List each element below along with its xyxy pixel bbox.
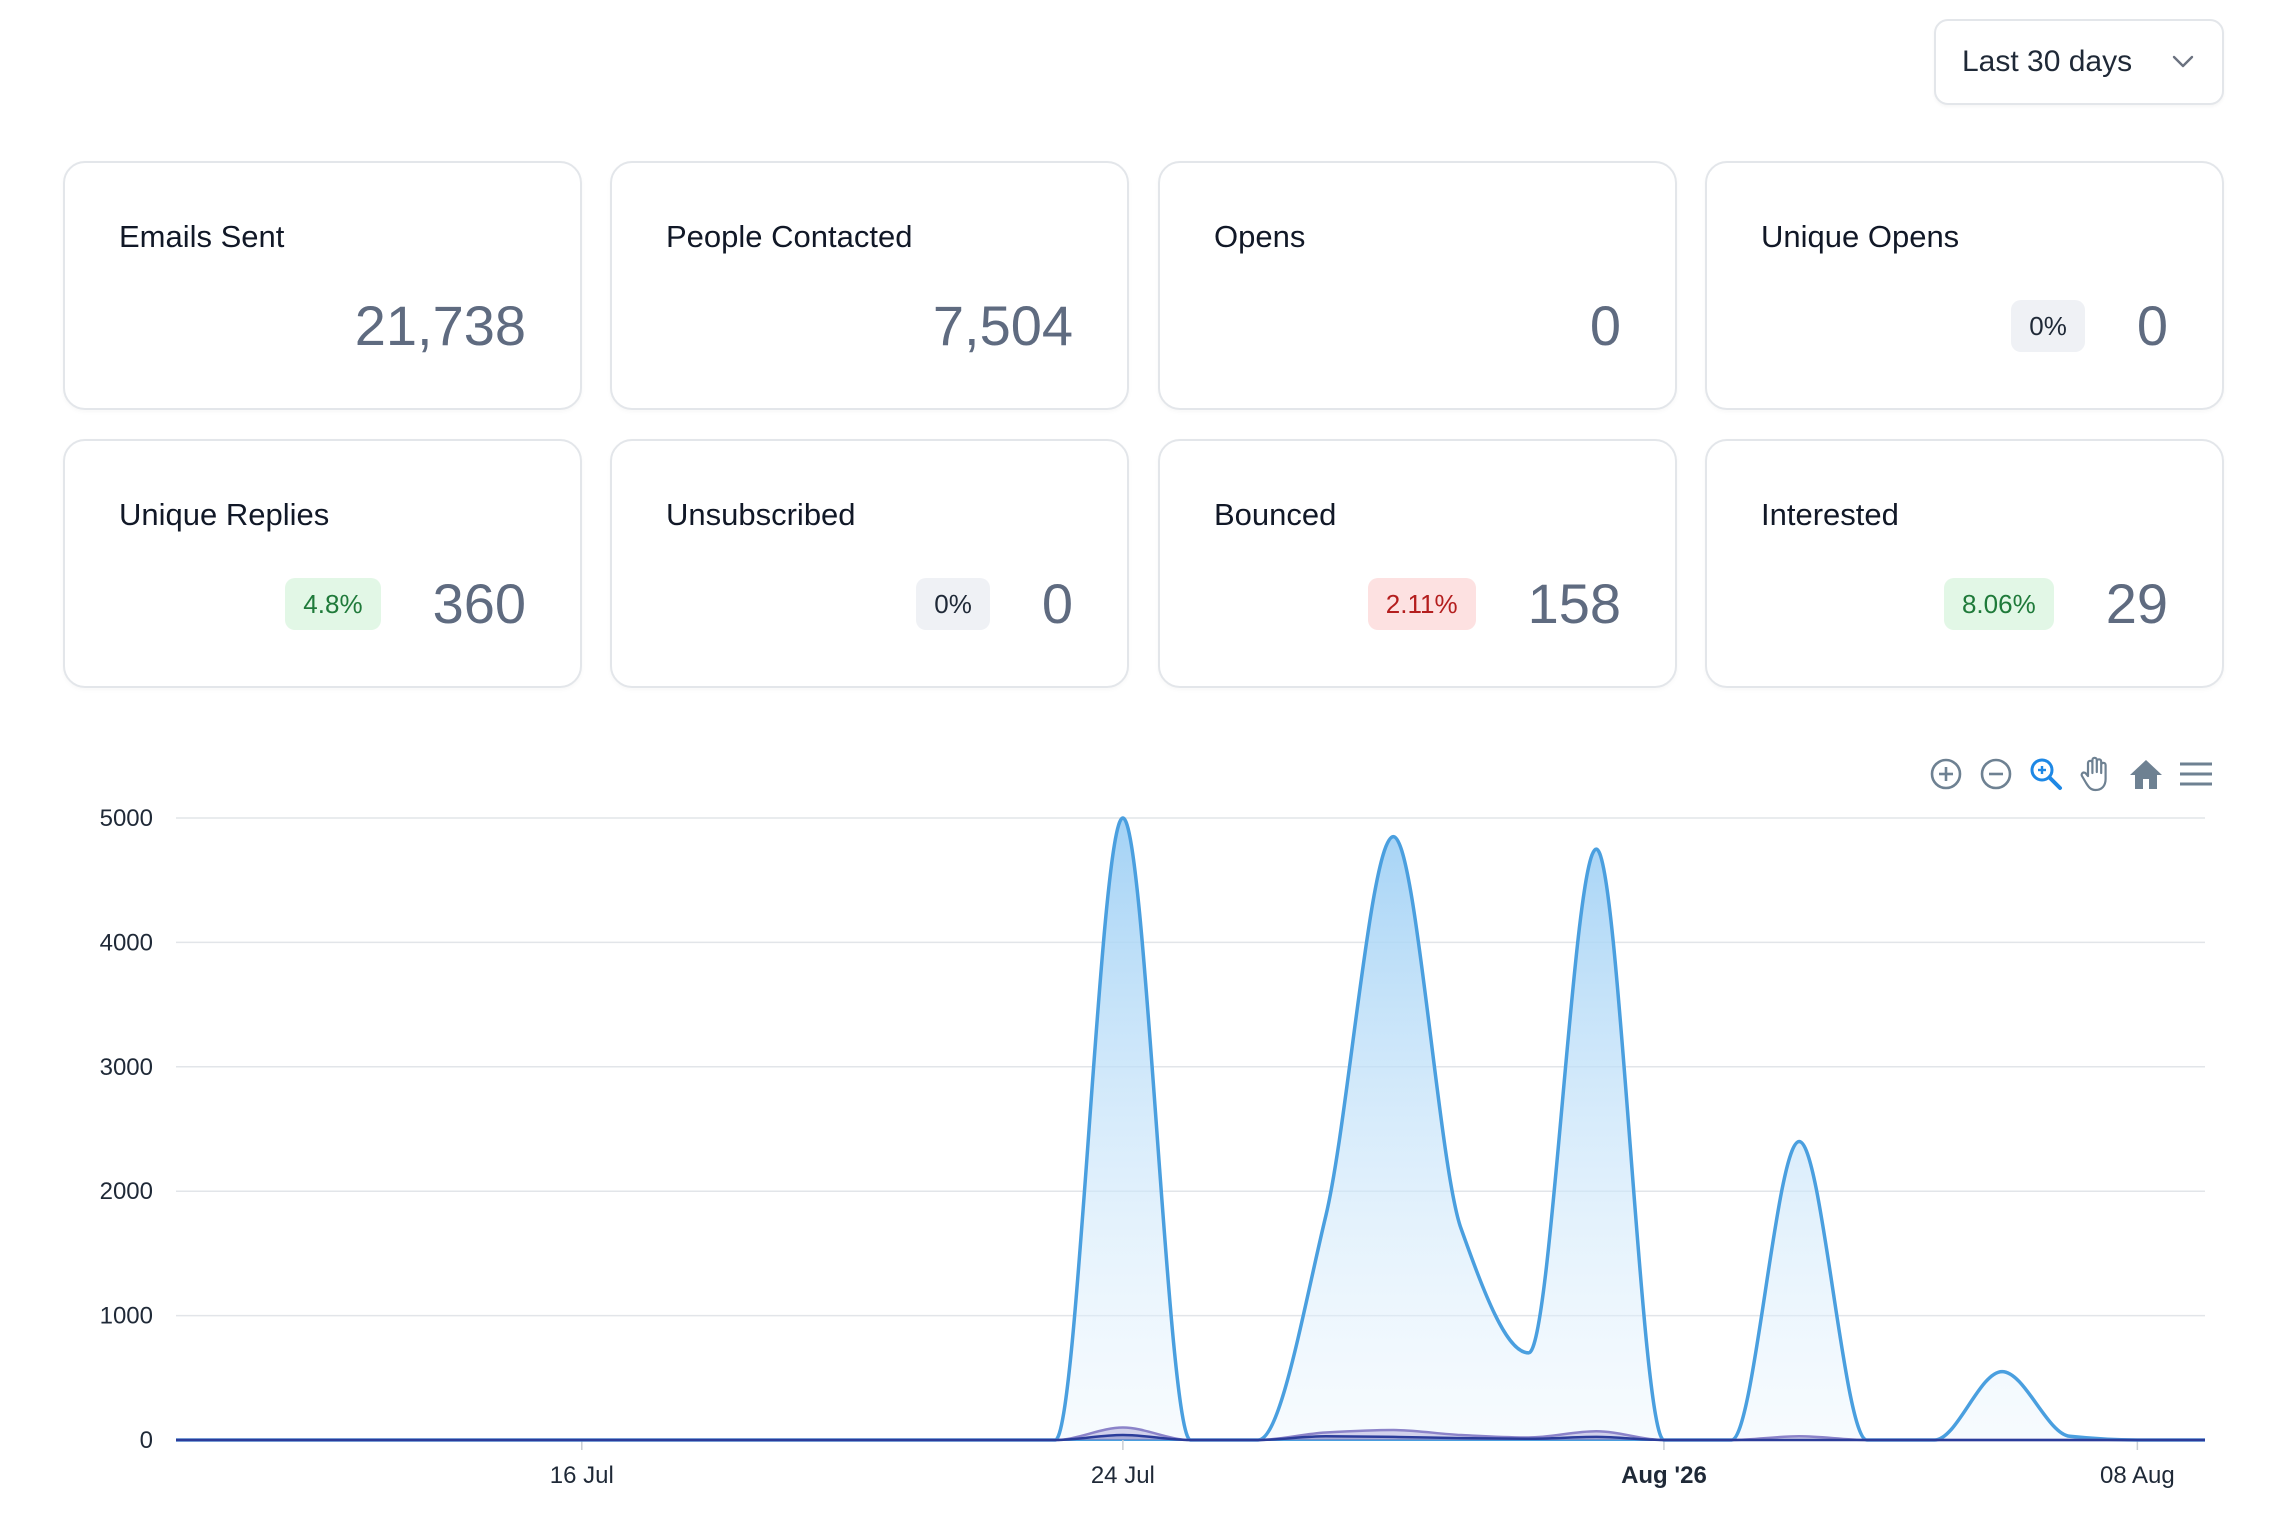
stat-label: Unsubscribed: [666, 497, 856, 532]
date-range-select[interactable]: Last 30 days: [1934, 19, 2224, 105]
x-tick-label: 24 Jul: [1091, 1462, 1155, 1489]
stat-badge: 0%: [916, 578, 990, 630]
y-tick-label: 0: [140, 1427, 153, 1454]
stat-badge: 4.8%: [285, 578, 381, 630]
chart-toolbar: [1926, 752, 2216, 796]
selection-zoom-icon[interactable]: [2026, 754, 2066, 794]
series-primary-area: [176, 818, 2205, 1440]
menu-icon[interactable]: [2176, 754, 2216, 794]
stat-value: 0: [1041, 572, 1073, 635]
stat-value: 0: [2136, 294, 2168, 357]
y-tick-label: 5000: [100, 805, 153, 832]
stat-label: Bounced: [1214, 497, 1337, 532]
stat-label: Interested: [1761, 497, 1899, 532]
stat-value-row: 0% 0: [2011, 291, 2168, 361]
y-tick-label: 4000: [100, 929, 153, 956]
stat-value-row: 0% 0: [916, 569, 1073, 639]
stat-value: 29: [2105, 572, 2168, 635]
stat-badge: 0%: [2011, 300, 2085, 352]
stat-badge: 2.11%: [1367, 578, 1476, 630]
stat-label: People Contacted: [666, 219, 913, 254]
stat-label: Emails Sent: [119, 219, 285, 254]
stat-value: 7,504: [932, 294, 1073, 357]
zoom-in-icon[interactable]: [1926, 754, 1966, 794]
stat-value: 0: [1589, 294, 1621, 357]
zoom-out-icon[interactable]: [1976, 754, 2016, 794]
pan-hand-icon[interactable]: [2076, 754, 2116, 794]
stat-value-row: 4.8% 360: [285, 569, 526, 639]
stat-value-row: 0: [1590, 291, 1621, 361]
stat-label: Unique Replies: [119, 497, 330, 532]
stat-value-row: 2.11% 158: [1367, 569, 1621, 639]
x-tick-label: 16 Jul: [550, 1462, 614, 1489]
stat-value: 158: [1527, 572, 1621, 635]
stat-card-opens: Opens 0: [1158, 161, 1677, 410]
x-tick-label: 08 Aug: [2100, 1462, 2175, 1489]
stat-card-unique-replies: Unique Replies 4.8% 360: [63, 439, 582, 688]
stat-card-unique-opens: Unique Opens 0% 0: [1705, 161, 2224, 410]
stat-value-row: 7,504: [933, 291, 1073, 361]
stat-value-row: 21,738: [355, 291, 526, 361]
series-line-2: [176, 1433, 2205, 1442]
reset-home-icon[interactable]: [2126, 754, 2166, 794]
x-tick-label: Aug '26: [1621, 1462, 1707, 1489]
series-line-0: [176, 816, 2205, 1442]
stat-label: Unique Opens: [1761, 219, 1960, 254]
stat-card-interested: Interested 8.06% 29: [1705, 439, 2224, 688]
stat-badge: 8.06%: [1943, 578, 2054, 630]
stat-card-bounced: Bounced 2.11% 158: [1158, 439, 1677, 688]
y-tick-label: 1000: [100, 1303, 153, 1330]
stat-card-unsubscribed: Unsubscribed 0% 0: [610, 439, 1129, 688]
series-line-1: [176, 1426, 2205, 1442]
stat-card-people-contacted: People Contacted 7,504: [610, 161, 1129, 410]
chevron-down-icon: [2172, 55, 2194, 68]
chart-svg: 5000 4000 3000 2000 1000 0 16 Jul 24 Jul Aug '26…: [100, 805, 2205, 1489]
stat-card-emails-sent: Emails Sent 21,738: [63, 161, 582, 410]
y-tick-label: 2000: [100, 1178, 153, 1205]
stat-value-row: 8.06% 29: [1943, 569, 2168, 639]
emails-area-chart: 5000 4000 3000 2000 1000 0 16 Jul 24 Jul Aug '26…: [0, 740, 2278, 1518]
series-secondary-area: [176, 1427, 2205, 1440]
stat-label: Opens: [1214, 219, 1306, 254]
y-tick-label: 3000: [100, 1054, 153, 1081]
date-range-value: Last 30 days: [1962, 45, 2133, 78]
stat-value: 360: [432, 572, 526, 635]
stat-value: 21,738: [354, 294, 526, 357]
